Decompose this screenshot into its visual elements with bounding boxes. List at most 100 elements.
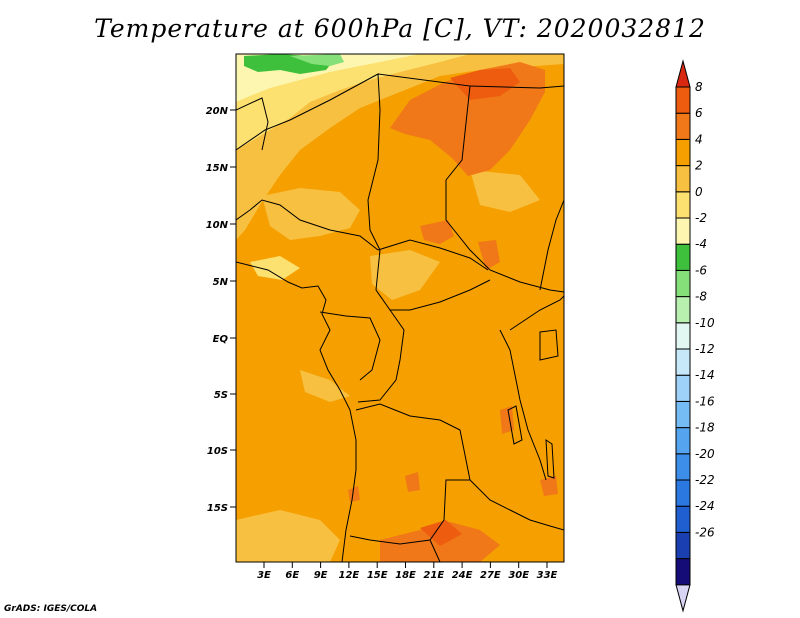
- lake-outline-2: [545, 439, 555, 479]
- colorbar-swatch: [675, 322, 691, 350]
- colorbar-top-arrow: [675, 59, 691, 88]
- dark-orange-small-2: [405, 472, 420, 492]
- lon-tick-label: 12E: [339, 570, 360, 581]
- border-line-8: [349, 403, 471, 545]
- colorbar-label: -6: [695, 263, 707, 277]
- lon-tick-label: 33E: [537, 570, 558, 581]
- border-line-1: [236, 73, 381, 251]
- border-line-4: [377, 239, 489, 271]
- lat-tick-label: 15N: [206, 163, 229, 174]
- lat-tick-label: 10N: [206, 220, 229, 231]
- colorbar-swatch: [675, 505, 691, 533]
- lat-tick-label: 20N: [206, 106, 229, 117]
- colorbar-swatch: [675, 348, 691, 376]
- border-line-9: [469, 479, 564, 531]
- colorbar-label: -16: [695, 394, 715, 408]
- dark-orange-central: [420, 220, 454, 244]
- dark-orange-east: [478, 240, 500, 270]
- colorbar-swatch: [675, 400, 691, 429]
- dark-orange-small-1: [348, 486, 360, 502]
- border-line-7: [357, 309, 405, 403]
- colorbar-swatch: [675, 531, 691, 560]
- lat-tick-label: 15S: [207, 503, 228, 514]
- colorbar-swatch: [675, 138, 691, 167]
- lon-tick-label: 15E: [367, 570, 388, 581]
- colorbar-label: -22: [695, 473, 715, 487]
- colorbar-label: -4: [695, 237, 707, 251]
- temperature-field: [236, 54, 564, 562]
- colorbar-swatch: [675, 86, 691, 114]
- lon-tick-label: 9E: [314, 570, 328, 581]
- lon-tick-label: 24E: [452, 570, 473, 581]
- map-frame: [235, 53, 565, 563]
- lon-tick-label: 27E: [480, 570, 501, 581]
- border-line-16: [539, 329, 559, 361]
- colorbar-swatch: [675, 165, 691, 193]
- colorbar-swatch: [675, 374, 691, 402]
- lon-tick-label: 6E: [285, 570, 299, 581]
- light-patch-6: [470, 170, 540, 212]
- lat-tick-label: 5N: [213, 277, 229, 288]
- colorbar-label: 0: [695, 185, 703, 199]
- colorbar-swatch: [675, 558, 691, 586]
- border-line-6: [319, 311, 381, 381]
- lat-tick-label: 10S: [207, 446, 228, 457]
- colorbar-label: 4: [695, 132, 703, 146]
- border-line-12: [236, 97, 269, 151]
- colorbar-swatch: [675, 269, 691, 298]
- colorbar-label: -8: [695, 290, 707, 304]
- lon-tick-label: 21E: [423, 570, 444, 581]
- coastline-west: [236, 261, 357, 562]
- light-patch-2: [250, 256, 300, 280]
- lightgreen-pocket: [290, 54, 344, 66]
- colorbar-swatch: [675, 453, 691, 481]
- colorbar-label: -10: [695, 316, 715, 330]
- border-line-3: [236, 199, 379, 251]
- country-borders: [236, 73, 564, 562]
- border-line-2: [377, 73, 564, 293]
- colorbar-label: -18: [695, 421, 715, 435]
- colorbar-label: -26: [695, 525, 715, 539]
- light-patch-1: [262, 188, 360, 240]
- colorbar-label: 8: [695, 80, 703, 94]
- colorbar-swatch: [675, 217, 691, 245]
- colorbar-label: -2: [695, 211, 707, 225]
- lat-tick-label: 5S: [214, 390, 228, 401]
- lon-tick-label: 30E: [508, 570, 529, 581]
- colorbar-label: 6: [695, 106, 703, 120]
- border-line-11: [509, 295, 564, 331]
- colorbar-swatch: [675, 112, 691, 140]
- colorbar-swatch: [675, 191, 691, 219]
- border-line-15: [539, 199, 564, 291]
- colorbar-bottom-arrow: [675, 584, 691, 613]
- longitude-axis: 3E 6E 9E 12E 15E 18E 21E 24E 27E 30E 33E: [257, 562, 558, 581]
- colorbar-swatch: [675, 427, 691, 455]
- colorbar-swatch: [675, 296, 691, 324]
- grads-credit: GrADS: IGES/COLA: [4, 604, 98, 614]
- warm-light-band: [236, 54, 564, 240]
- dark-orange-small-4: [540, 476, 558, 496]
- colorbar-label: 2: [695, 159, 703, 173]
- border-line-13: [429, 539, 441, 562]
- lon-tick-label: 3E: [257, 570, 271, 581]
- colorbar-label: -20: [695, 447, 715, 461]
- colorbar-label: -24: [695, 499, 715, 513]
- light-patch-4: [236, 510, 340, 562]
- light-patch-5: [300, 370, 350, 402]
- colorbar-swatch: [675, 479, 691, 507]
- chart-title: Temperature at 600hPa [C], VT: 202003281…: [94, 14, 706, 43]
- light-patch-3: [370, 250, 440, 300]
- lake-outline-1: [507, 405, 523, 445]
- colorbar-label: -14: [695, 368, 715, 382]
- border-line-5: [375, 249, 491, 311]
- colorbar: 8 6 4 2 0 -2 -4 -6 -8 -10 -12 -14 -16 -18 -20 -22 -24 -26: [675, 59, 715, 613]
- lon-tick-label: 18E: [395, 570, 416, 581]
- border-line-10: [499, 329, 547, 481]
- colorbar-label: -12: [695, 342, 715, 356]
- latitude-axis: 20N 15N 10N 5N EQ 5S 10S 15S: [206, 106, 236, 514]
- red-orange-south: [420, 520, 462, 546]
- border-line-14: [469, 85, 564, 89]
- lat-tick-label: EQ: [213, 334, 229, 345]
- red-orange-ne: [450, 68, 520, 100]
- colorbar-swatch: [675, 243, 691, 271]
